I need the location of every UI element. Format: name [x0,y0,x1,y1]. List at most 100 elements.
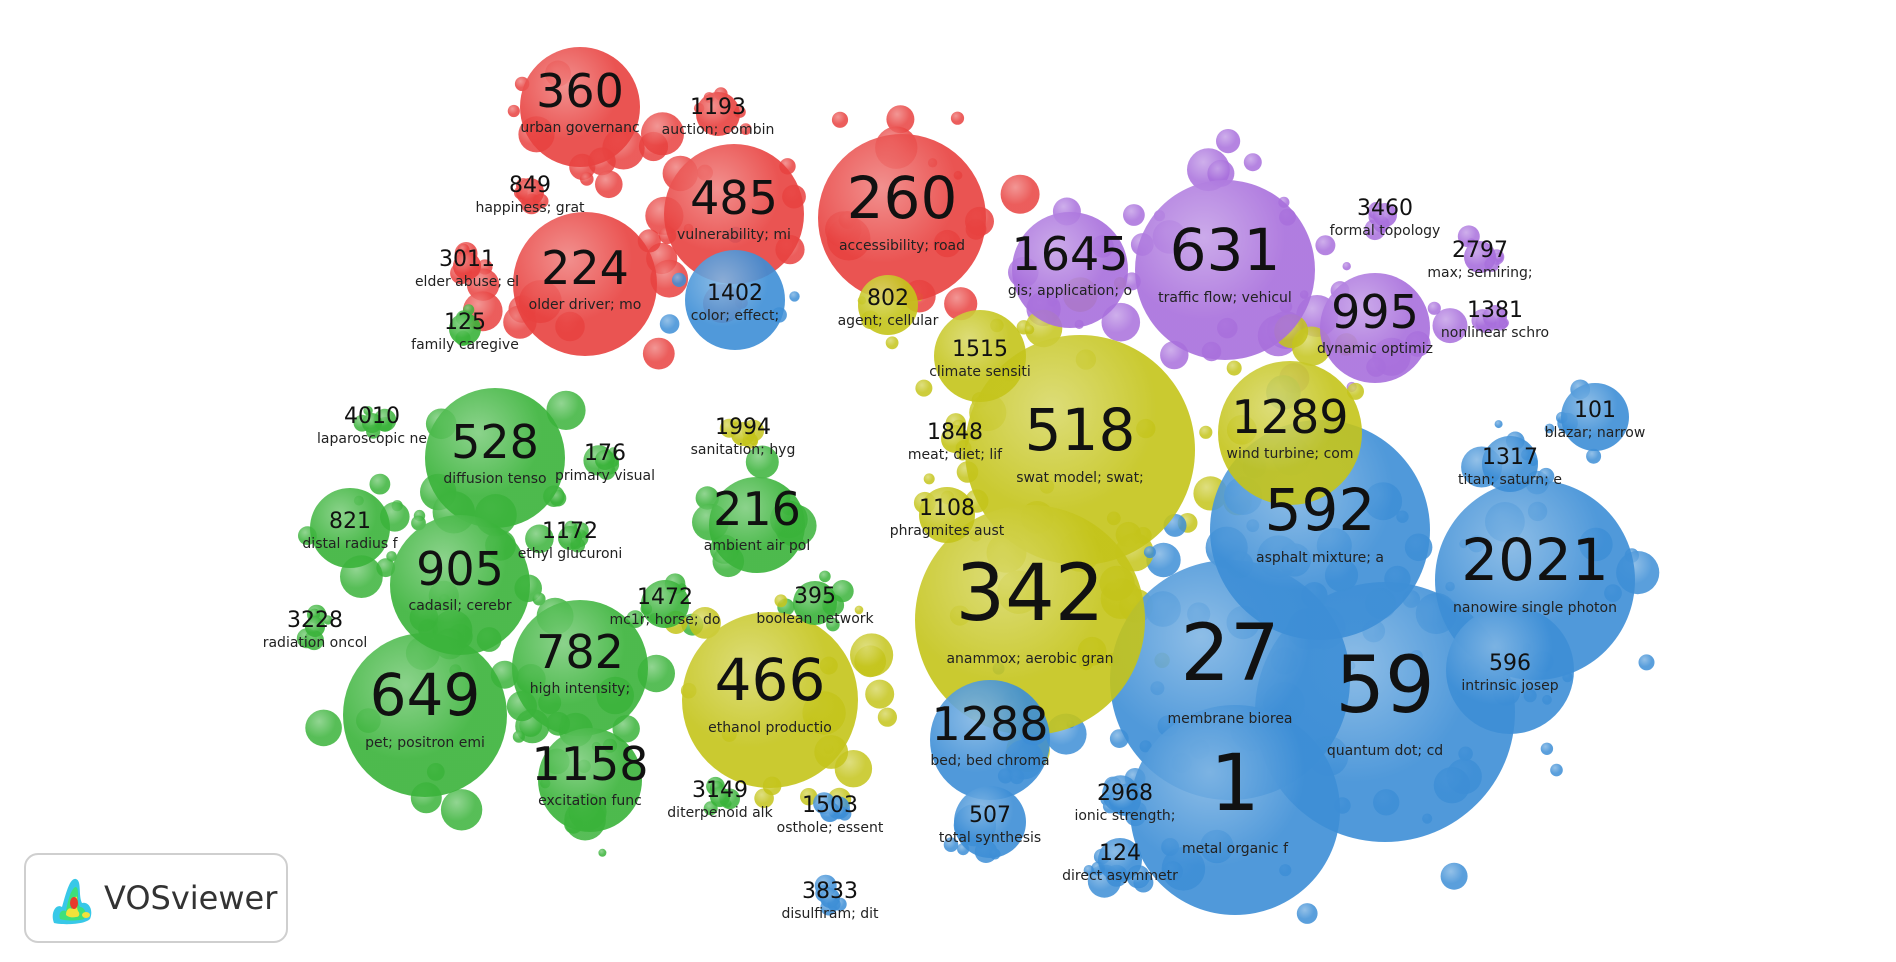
cluster-bubble-125[interactable] [449,313,481,345]
cluster-bubble-631[interactable] [1135,180,1315,360]
cluster-bubble-224[interactable] [513,212,657,356]
cluster-bubble-649[interactable] [343,633,507,797]
cluster-label-507: total synthesis [939,830,1041,846]
cluster-bubble-1515[interactable] [934,310,1026,402]
cluster-bubble-1158[interactable] [538,728,642,832]
background-dot [1440,862,1468,890]
cluster-bubble-101[interactable] [1561,383,1629,451]
cluster-bubble-507[interactable] [954,786,1026,858]
cluster-bubble-1848[interactable] [941,425,969,453]
cluster-bubbles [305,47,1635,915]
background-dot [745,445,779,479]
cluster-number-1645: 1645 [1011,227,1128,281]
cluster-label-596: intrinsic josep [1461,678,1558,694]
cluster-bubble-802[interactable] [858,275,918,335]
cluster-bubble-1472[interactable] [641,580,689,628]
cluster-label-631: traffic flow; vehicul [1158,290,1292,306]
cluster-label-821: distal radius f [302,536,398,552]
cluster-bubble-3833[interactable] [820,888,840,908]
cluster-bubble-1288[interactable] [930,680,1050,800]
cluster-bubble-124[interactable] [1098,838,1142,882]
cluster-label-1848: meat; diet; lif [908,447,1003,463]
cluster-label-905: cadasil; cerebr [409,598,512,614]
cluster-bubble-2797[interactable] [1464,241,1496,273]
cluster-bubble-849[interactable] [516,178,544,206]
cluster-bubble-1402[interactable] [685,250,785,350]
cluster-label-1503: osthole; essent [777,820,884,836]
cluster-bubble-1[interactable] [1130,705,1340,915]
cluster-number-1381: 1381 [1467,298,1523,323]
background-dot [1226,360,1242,376]
cluster-number-59: 59 [1335,641,1434,731]
background-dot [1024,324,1035,335]
cluster-bubble-596[interactable] [1446,606,1574,734]
cluster-bubble-216[interactable] [709,477,805,573]
background-dot [1432,308,1468,344]
cluster-bubble-2968[interactable] [1109,784,1141,816]
background-dot [831,580,854,603]
cluster-label-176: primary visual [555,468,655,484]
background-dot [1315,235,1336,256]
background-dot [642,337,675,370]
background-dot [1143,546,1156,559]
cluster-bubble-1317[interactable] [1482,436,1538,492]
background-dot [672,272,687,287]
cluster-number-216: 216 [713,482,801,536]
background-dot [659,314,680,334]
background-dot [1494,420,1503,429]
background-dot [1216,129,1241,154]
cluster-bubble-1381[interactable] [1483,305,1507,329]
cluster-bubble-260[interactable] [818,134,986,302]
cluster-bubble-782[interactable] [512,600,648,736]
cluster-bubble-3228[interactable] [305,617,325,637]
cluster-label-101: blazar; narrow [1545,425,1646,441]
cluster-bubble-342[interactable] [915,505,1145,735]
background-dot [369,473,391,495]
cluster-bubble-1994[interactable] [731,422,755,446]
cluster-bubble-176[interactable] [595,450,615,470]
cluster-bubble-905[interactable] [390,515,530,655]
cluster-bubble-395[interactable] [793,581,837,625]
background-dot [580,172,594,186]
cluster-bubble-1645[interactable] [1012,212,1128,328]
cluster-number-1472: 1472 [637,585,693,610]
cluster-bubble-1172[interactable] [558,526,582,550]
cluster-number-176: 176 [584,441,626,466]
cluster-label-3460: formal topology [1330,223,1441,239]
background-dot [865,679,895,709]
cluster-bubble-528[interactable] [425,388,565,528]
cluster-bubble-995[interactable] [1320,273,1430,383]
cluster-bubble-3460[interactable] [1373,203,1397,227]
cluster-bubble-1108[interactable] [919,487,975,543]
background-dot [1083,865,1095,876]
cluster-label-360: urban governanc [520,120,639,136]
background-dot [1199,425,1213,439]
cluster-bubble-1503[interactable] [820,802,840,822]
cluster-number-3460: 3460 [1357,196,1413,221]
cluster-number-2021: 2021 [1461,526,1609,594]
cluster-number-1172: 1172 [542,519,598,544]
cluster-bubble-4010[interactable] [362,413,382,433]
cluster-bubble-821[interactable] [310,488,390,568]
cluster-bubble-485[interactable] [664,144,804,284]
cluster-bubble-466[interactable] [682,612,858,788]
cluster-number-224: 224 [541,241,629,295]
cluster-bubble-1289[interactable] [1218,361,1362,505]
cluster-label-1172: ethyl glucuroni [518,546,623,562]
background-dot [943,837,959,852]
cluster-bubble-1193[interactable] [696,92,740,136]
background-dot [915,379,933,397]
cluster-bubble-3011[interactable] [453,252,481,280]
cluster-number-466: 466 [715,646,826,714]
background-dot [363,406,373,416]
cluster-bubble-360[interactable] [520,47,640,167]
background-dot [739,123,752,135]
cluster-number-1402: 1402 [707,281,763,306]
cluster-label-1158: excitation func [538,793,642,809]
cluster-number-1289: 1289 [1231,390,1348,444]
cluster-label-3228: radiation oncol [263,635,368,651]
background-dot [1638,654,1655,671]
cluster-bubble-3149[interactable] [710,787,730,807]
